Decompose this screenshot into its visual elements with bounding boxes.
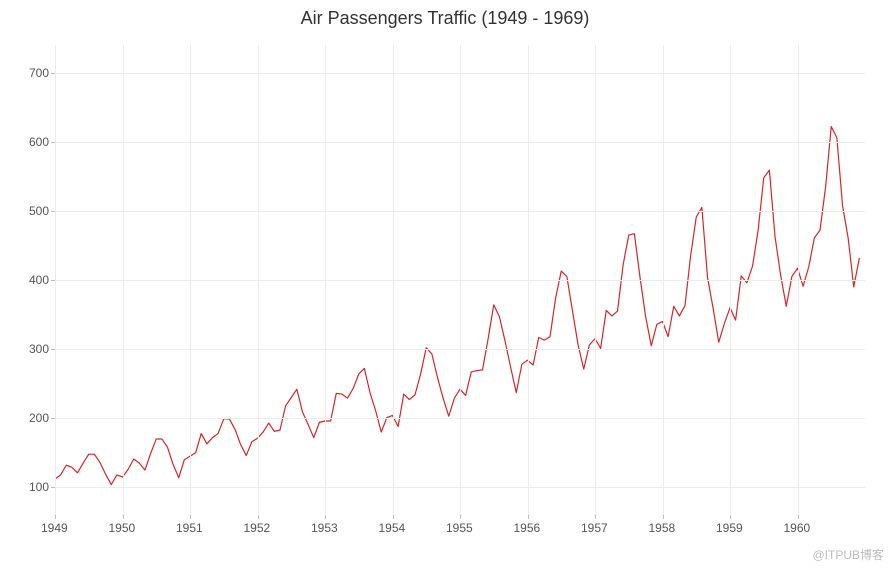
x-tick-label: 1959 bbox=[716, 521, 743, 535]
y-tick-mark bbox=[51, 142, 55, 143]
x-tick-mark bbox=[325, 515, 326, 519]
x-tick-label: 1950 bbox=[109, 521, 136, 535]
y-tick-label: 600 bbox=[29, 135, 49, 149]
y-tick-label: 400 bbox=[29, 273, 49, 287]
y-tick-label: 300 bbox=[29, 342, 49, 356]
grid-line-x bbox=[460, 45, 461, 515]
y-tick-mark bbox=[51, 418, 55, 419]
y-tick-label: 100 bbox=[29, 480, 49, 494]
y-tick-mark bbox=[51, 280, 55, 281]
grid-line-x bbox=[258, 45, 259, 515]
x-tick-mark bbox=[123, 515, 124, 519]
y-tick-label: 500 bbox=[29, 204, 49, 218]
x-tick-mark bbox=[595, 515, 596, 519]
grid-line-x bbox=[55, 45, 56, 515]
grid-line-x bbox=[798, 45, 799, 515]
grid-line-x bbox=[190, 45, 191, 515]
chart-title: Air Passengers Traffic (1949 - 1969) bbox=[0, 8, 890, 29]
x-tick-label: 1957 bbox=[581, 521, 608, 535]
x-tick-label: 1952 bbox=[244, 521, 271, 535]
grid-line-x bbox=[393, 45, 394, 515]
x-tick-mark bbox=[663, 515, 664, 519]
y-tick-label: 200 bbox=[29, 411, 49, 425]
x-tick-label: 1954 bbox=[379, 521, 406, 535]
x-tick-label: 1951 bbox=[176, 521, 203, 535]
y-tick-mark bbox=[51, 349, 55, 350]
y-tick-mark bbox=[51, 487, 55, 488]
grid-line-x bbox=[325, 45, 326, 515]
watermark-text: @ITPUB博客 bbox=[812, 546, 884, 563]
x-tick-mark bbox=[528, 515, 529, 519]
x-tick-mark bbox=[730, 515, 731, 519]
x-tick-mark bbox=[258, 515, 259, 519]
x-tick-label: 1958 bbox=[649, 521, 676, 535]
grid-line-x bbox=[595, 45, 596, 515]
x-tick-label: 1953 bbox=[311, 521, 338, 535]
plot-area bbox=[55, 45, 865, 515]
line-path bbox=[55, 127, 859, 485]
x-tick-label: 1955 bbox=[446, 521, 473, 535]
chart-container: Air Passengers Traffic (1949 - 1969) @IT… bbox=[0, 0, 890, 569]
x-tick-label: 1956 bbox=[514, 521, 541, 535]
grid-line-x bbox=[528, 45, 529, 515]
x-tick-label: 1960 bbox=[784, 521, 811, 535]
y-tick-mark bbox=[51, 73, 55, 74]
grid-line-x bbox=[730, 45, 731, 515]
x-tick-label: 1949 bbox=[41, 521, 68, 535]
grid-line-x bbox=[123, 45, 124, 515]
x-tick-mark bbox=[393, 515, 394, 519]
x-tick-mark bbox=[55, 515, 56, 519]
grid-line-x bbox=[663, 45, 664, 515]
y-tick-label: 700 bbox=[29, 66, 49, 80]
y-tick-mark bbox=[51, 211, 55, 212]
x-tick-mark bbox=[190, 515, 191, 519]
x-tick-mark bbox=[798, 515, 799, 519]
x-tick-mark bbox=[460, 515, 461, 519]
